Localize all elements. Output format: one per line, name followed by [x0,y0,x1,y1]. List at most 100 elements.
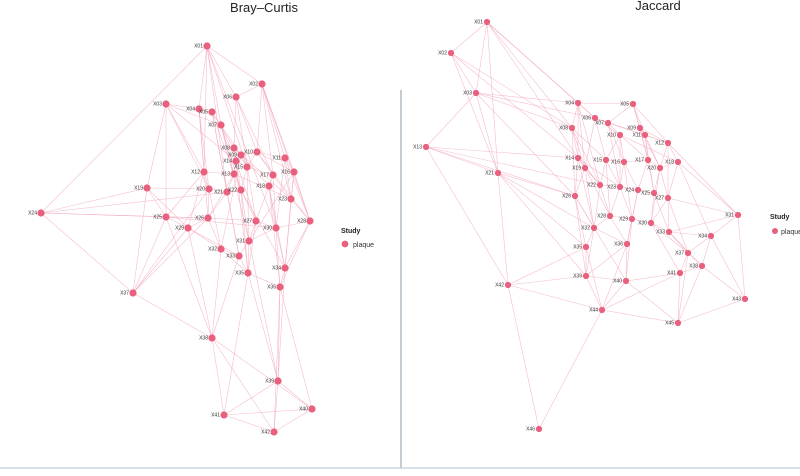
edge-jaccard-54 [667,142,739,216]
edge-braycurtis-99 [40,212,134,294]
node-dot [274,377,282,385]
edge-braycurtis-48 [256,151,286,159]
node-jaccard-X35: X35 [573,243,590,251]
node-dot [535,425,543,433]
edge-jaccard-66 [605,159,611,217]
node-dot [616,183,624,191]
edge-jaccard-15 [475,92,576,197]
node-label: X19 [134,186,143,192]
edge-jaccard-142 [585,275,603,311]
node-label: X39 [573,274,582,280]
edge-jaccard-153 [601,309,679,324]
edge-braycurtis-65 [235,160,242,191]
edge-jaccard-90 [599,184,611,217]
node-label: X35 [573,245,582,251]
node-label: X25 [153,215,162,221]
node-jaccard-X42: X42 [495,281,512,289]
node-jaccard-X06: X06 [582,114,599,122]
node-dot [483,18,491,26]
node-braycurtis-X01: X01 [194,42,211,50]
edge-braycurtis-109 [247,220,257,274]
edge-jaccard-85 [497,172,509,286]
edge-braycurtis-88 [207,191,228,219]
node-braycurtis-X39: X39 [265,377,282,385]
node-jaccard-X09: X09 [627,124,644,132]
node-label: X24 [625,188,634,194]
node-braycurtis-X26: X26 [195,214,212,222]
edge-jaccard-105 [667,197,670,233]
node-jaccard-X03: X03 [463,89,480,97]
edge-jaccard-99 [650,192,655,224]
node-braycurtis-X31: X31 [236,237,253,245]
edge-braycurtis-86 [208,188,222,250]
node-dot [571,192,579,200]
node-dot [129,289,137,297]
node-dot [230,144,238,152]
node-dot [204,214,212,222]
node-label: X34 [272,266,281,272]
edge-braycurtis-32 [235,96,258,153]
edge-braycurtis-81 [146,187,167,218]
node-dot [208,334,216,342]
edge-jaccard-110 [609,215,628,245]
edge-jaccard-161 [619,134,679,163]
node-jaccard-X08: X08 [559,124,576,132]
node-jaccard-X04: X04 [565,99,582,107]
node-label: X27 [243,219,252,225]
edge-jaccard-0 [450,21,488,54]
node-label: X38 [689,264,698,270]
node-dot [604,119,612,127]
node-jaccard-X16: X16 [611,158,628,166]
edge-jaccard-11 [475,92,579,104]
edge-braycurtis-7 [40,45,208,214]
edge-braycurtis-113 [187,227,222,250]
legend-label-braycurtis: plaque [353,242,374,249]
edge-jaccard-86 [497,172,587,248]
node-braycurtis-X17: X17 [260,171,277,179]
node-dot [504,281,512,289]
edge-jaccard-75 [667,161,679,199]
edge-jaccard-137 [677,252,689,324]
edge-braycurtis-101 [165,216,189,229]
node-label: X29 [175,226,184,232]
edge-jaccard-107 [667,197,739,216]
node-dot [270,428,278,436]
edge-braycurtis-143 [273,380,279,433]
edge-jaccard-16 [577,102,634,105]
node-braycurtis-X22: X22 [228,186,245,194]
edge-jaccard-82 [659,167,669,199]
edge-braycurtis-124 [211,248,222,339]
node-label: X23 [607,185,616,191]
node-label: X08 [559,126,568,132]
edge-braycurtis-17 [165,103,205,173]
node-label: X15 [593,158,602,164]
node-jaccard-X21: X21 [485,169,502,177]
edge-braycurtis-114 [187,227,213,339]
edge-jaccard-118 [737,214,746,300]
edge-jaccard-150 [507,284,540,430]
node-dot [641,131,649,139]
edge-braycurtis-151 [248,171,295,242]
edge-braycurtis-35 [220,124,242,156]
node-label: X18 [665,160,674,166]
edge-jaccard-18 [571,102,579,129]
node-dot [707,232,715,240]
node-braycurtis-X21: X21 [214,188,231,196]
panel-title-braycurtis: Bray–Curtis [230,0,298,15]
node-dot [162,213,170,221]
edge-jaccard-152 [538,309,603,430]
edge-jaccard-41 [639,127,649,161]
node-braycurtis-X25: X25 [153,213,170,221]
node-jaccard-X14: X14 [565,154,582,162]
edge-jaccard-143 [585,275,627,282]
node-jaccard-X24: X24 [625,186,642,194]
edge-jaccard-20 [577,102,586,169]
edge-jaccard-157 [584,167,611,217]
node-braycurtis-X27: X27 [243,217,260,225]
edge-jaccard-51 [667,142,679,163]
node-dot [208,108,216,116]
edge-jaccard-12 [475,92,499,174]
nodes-jaccard: X01 X02 X03 X04 X05 X06 X07 X08 X09 X10 X11 X12 X13 X… [413,18,749,433]
node-dot [628,215,636,223]
node-label: X16 [281,170,290,176]
